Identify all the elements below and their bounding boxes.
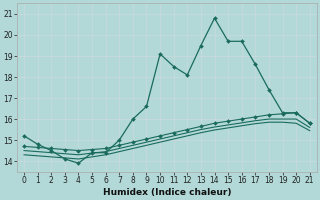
X-axis label: Humidex (Indice chaleur): Humidex (Indice chaleur) — [103, 188, 231, 197]
